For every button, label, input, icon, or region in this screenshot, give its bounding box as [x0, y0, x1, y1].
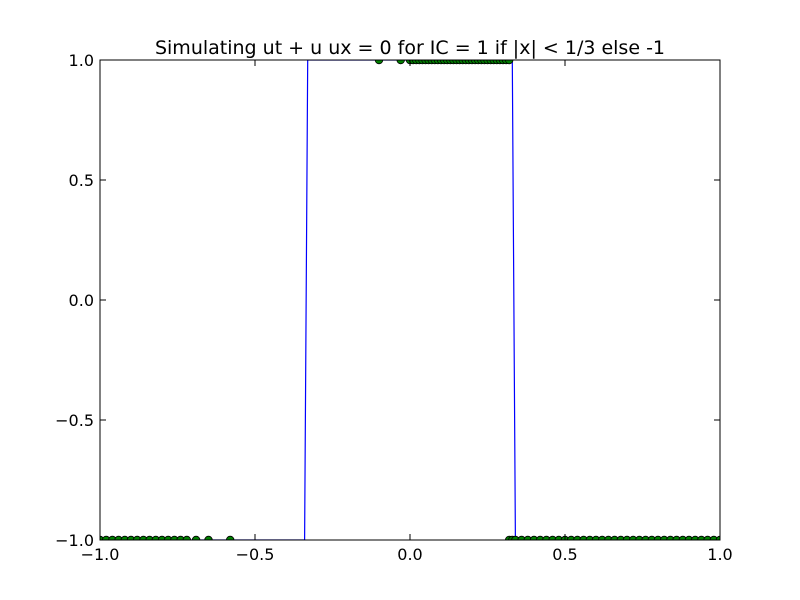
x-tick-label: 0.0	[397, 545, 422, 564]
data-point	[573, 535, 582, 540]
data-point	[684, 535, 694, 540]
data-point	[523, 535, 532, 540]
y-tick-label: 1.0	[69, 51, 94, 70]
data-point	[554, 535, 563, 540]
data-point	[697, 535, 706, 540]
data-point	[204, 535, 213, 540]
data-point	[145, 535, 154, 540]
data-point	[579, 535, 588, 540]
data-point	[709, 535, 718, 540]
data-point	[610, 535, 619, 540]
data-point	[170, 535, 179, 540]
data-point	[176, 535, 185, 540]
x-tick-label: −0.5	[236, 545, 275, 564]
data-point	[182, 535, 191, 540]
y-tick-label: 0.0	[69, 291, 94, 310]
data-point	[598, 535, 607, 540]
data-point	[139, 535, 148, 540]
data-point	[191, 535, 201, 540]
data-point	[511, 535, 520, 540]
data-point	[567, 535, 576, 540]
data-point	[548, 535, 557, 540]
data-point	[641, 535, 650, 540]
data-point	[517, 535, 526, 540]
data-point	[157, 535, 167, 540]
data-point	[133, 535, 142, 540]
data-point	[647, 535, 656, 540]
data-point	[120, 535, 129, 540]
data-point	[691, 535, 700, 540]
data-point	[616, 535, 625, 540]
y-tick-label: −1.0	[55, 531, 94, 550]
data-point	[622, 535, 632, 540]
data-point	[536, 535, 545, 540]
chart-title: Simulating ut + u ux = 0 for IC = 1 if |…	[155, 37, 665, 59]
data-point	[604, 535, 613, 540]
data-point	[126, 535, 136, 540]
data-point	[542, 535, 551, 540]
data-point	[660, 535, 669, 540]
plot-area: −1.0 −0.5 0.0 0.5 1.0 −1.0 −0.5 0.0 0.5 1.0	[55, 51, 733, 564]
data-point	[703, 535, 712, 540]
data-point	[678, 535, 687, 540]
data-point	[226, 535, 235, 540]
data-point	[529, 535, 539, 540]
x-tick-label: 0.5	[552, 545, 577, 564]
data-point	[629, 535, 638, 540]
data-point	[151, 535, 160, 540]
data-point	[635, 535, 644, 540]
axes-frame	[99, 59, 721, 541]
y-tick-label: −0.5	[55, 411, 94, 430]
data-point	[108, 535, 117, 540]
data-point	[715, 535, 720, 540]
x-tick-label: 1.0	[707, 545, 732, 564]
y-tick-label: 0.5	[69, 171, 94, 190]
data-point	[102, 535, 111, 540]
data-point	[653, 535, 663, 540]
data-point	[585, 535, 594, 540]
data-point	[666, 535, 675, 540]
x-tick-label: −1.0	[81, 545, 120, 564]
data-point	[114, 535, 123, 540]
data-point	[591, 535, 601, 540]
data-point	[672, 535, 681, 540]
series-line	[100, 60, 720, 540]
data-point	[164, 535, 173, 540]
